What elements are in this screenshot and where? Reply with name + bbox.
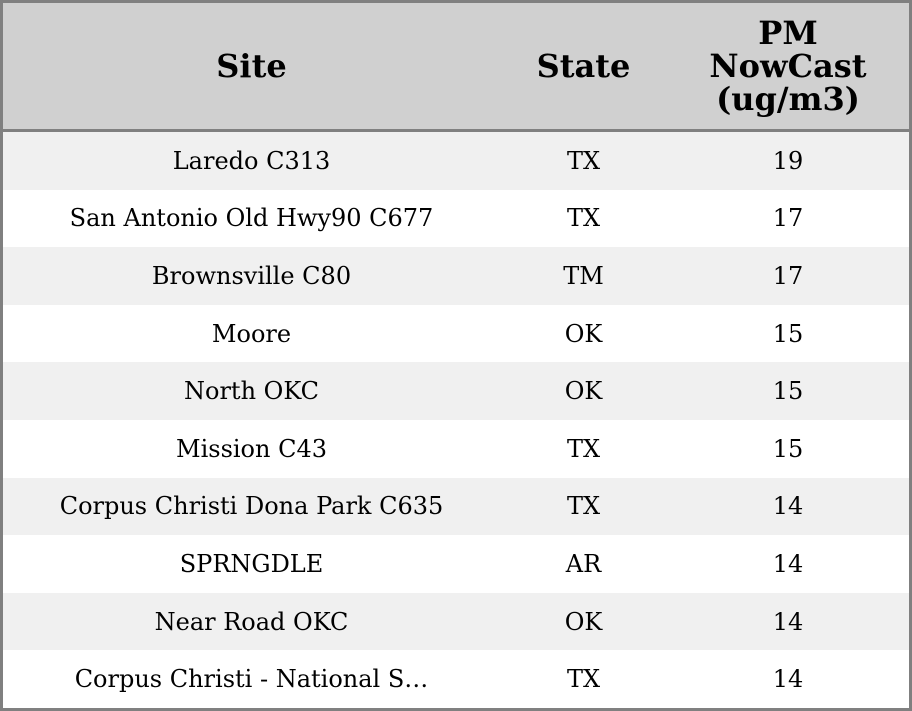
- state-cell: TX: [500, 130, 667, 190]
- site-cell: Corpus Christi - National S…: [3, 650, 500, 708]
- pm-value-cell: 17: [667, 189, 909, 248]
- table-row[interactable]: Mission C43 TX 15: [3, 419, 909, 478]
- state-cell: TX: [500, 189, 667, 248]
- site-cell: North OKC: [3, 362, 500, 420]
- state-cell: AR: [500, 535, 667, 593]
- table-row[interactable]: Corpus Christi Dona Park C635 TX 14: [3, 477, 909, 536]
- site-cell: Laredo C313: [3, 130, 500, 190]
- column-header-state[interactable]: State: [500, 3, 667, 132]
- site-cell: Near Road OKC: [3, 592, 500, 651]
- column-header-pm-nowcast[interactable]: PM NowCast (ug/m3): [667, 3, 909, 132]
- pm-value-cell: 19: [667, 130, 909, 190]
- state-cell: OK: [500, 362, 667, 420]
- pm-value-cell: 14: [667, 592, 909, 651]
- table-row[interactable]: North OKC OK 15: [3, 362, 909, 420]
- site-cell: Corpus Christi Dona Park C635: [3, 477, 500, 536]
- header-line: NowCast: [709, 46, 867, 85]
- table-row[interactable]: San Antonio Old Hwy90 C677 TX 17: [3, 189, 909, 248]
- site-cell: Moore: [3, 304, 500, 363]
- state-cell: TM: [500, 247, 667, 305]
- table-row[interactable]: Near Road OKC OK 14: [3, 592, 909, 651]
- state-cell: TX: [500, 477, 667, 536]
- table-row[interactable]: Laredo C313 TX 19: [3, 130, 909, 190]
- site-cell: SPRNGDLE: [3, 535, 500, 593]
- site-cell: Brownsville C80: [3, 247, 500, 305]
- air-quality-table: Site State PM NowCast (ug/m3) Laredo C31…: [3, 3, 909, 708]
- pm-value-cell: 14: [667, 477, 909, 536]
- header-line: PM: [758, 13, 818, 52]
- pm-value-cell: 17: [667, 247, 909, 305]
- column-header-site[interactable]: Site: [3, 3, 500, 132]
- site-cell: San Antonio Old Hwy90 C677: [3, 189, 500, 248]
- state-cell: TX: [500, 650, 667, 708]
- pm-value-cell: 15: [667, 419, 909, 478]
- header-row: Site State PM NowCast (ug/m3): [3, 3, 909, 132]
- site-cell: Mission C43: [3, 419, 500, 478]
- pm-value-cell: 15: [667, 362, 909, 420]
- table-row[interactable]: SPRNGDLE AR 14: [3, 535, 909, 593]
- header-line: (ug/m3): [716, 79, 860, 118]
- table-row[interactable]: Brownsville C80 TM 17: [3, 247, 909, 305]
- pm-value-cell: 14: [667, 650, 909, 708]
- table-row[interactable]: Corpus Christi - National S… TX 14: [3, 650, 909, 708]
- state-cell: OK: [500, 304, 667, 363]
- table-row[interactable]: Moore OK 15: [3, 304, 909, 363]
- pm-value-cell: 14: [667, 535, 909, 593]
- pm-value-cell: 15: [667, 304, 909, 363]
- state-cell: TX: [500, 419, 667, 478]
- state-cell: OK: [500, 592, 667, 651]
